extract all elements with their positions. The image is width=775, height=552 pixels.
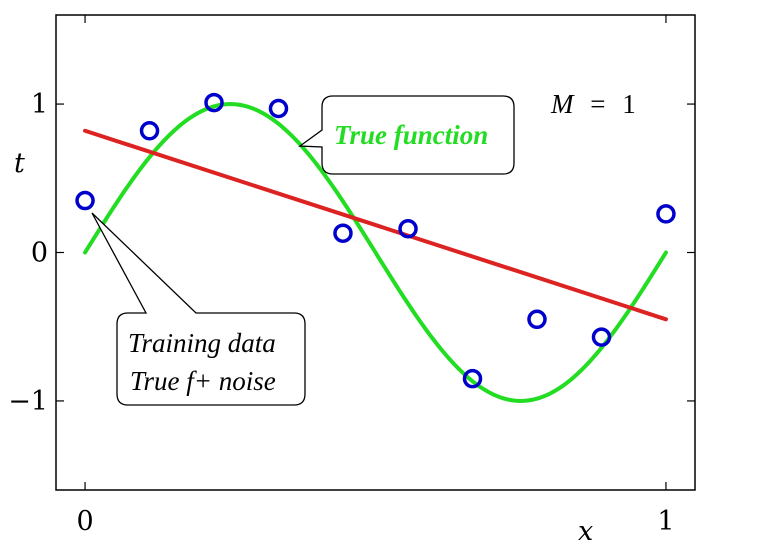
model-value: 1 — [622, 89, 636, 119]
data-point — [462, 368, 483, 389]
y-tick-label: 1 — [31, 89, 48, 120]
data-point — [268, 98, 289, 119]
data-point — [591, 327, 612, 347]
training-points — [75, 92, 676, 389]
data-point — [139, 121, 160, 141]
true-function-label: True function — [334, 120, 488, 150]
data-point — [204, 92, 224, 113]
data-point — [656, 204, 676, 224]
x-axis-label: x — [578, 516, 593, 547]
ticks — [56, 15, 695, 490]
data-point — [398, 219, 418, 239]
true-function-curve — [83, 102, 668, 403]
x-tick-label: 0 — [76, 506, 93, 537]
data-point — [75, 190, 95, 211]
x-tick-label: 1 — [657, 506, 674, 537]
noise-label: True f+ noise — [130, 366, 276, 396]
model-symbol: M — [550, 89, 575, 119]
data-point — [527, 309, 547, 330]
fit-line — [83, 128, 668, 322]
y-tick-label: 0 — [31, 238, 48, 269]
model-relation: = — [590, 89, 605, 119]
training-data-callout: Training data True f+ noise — [91, 212, 306, 406]
model-order-label: M = 1 — [550, 89, 636, 119]
tick-labels: 0 1 1 0 −1 — [8, 89, 674, 537]
true-function-callout: True function — [298, 95, 515, 175]
y-axis-label: t — [14, 148, 25, 179]
training-data-label: Training data — [128, 328, 276, 358]
data-point — [333, 223, 353, 243]
y-tick-label: −1 — [8, 386, 48, 417]
